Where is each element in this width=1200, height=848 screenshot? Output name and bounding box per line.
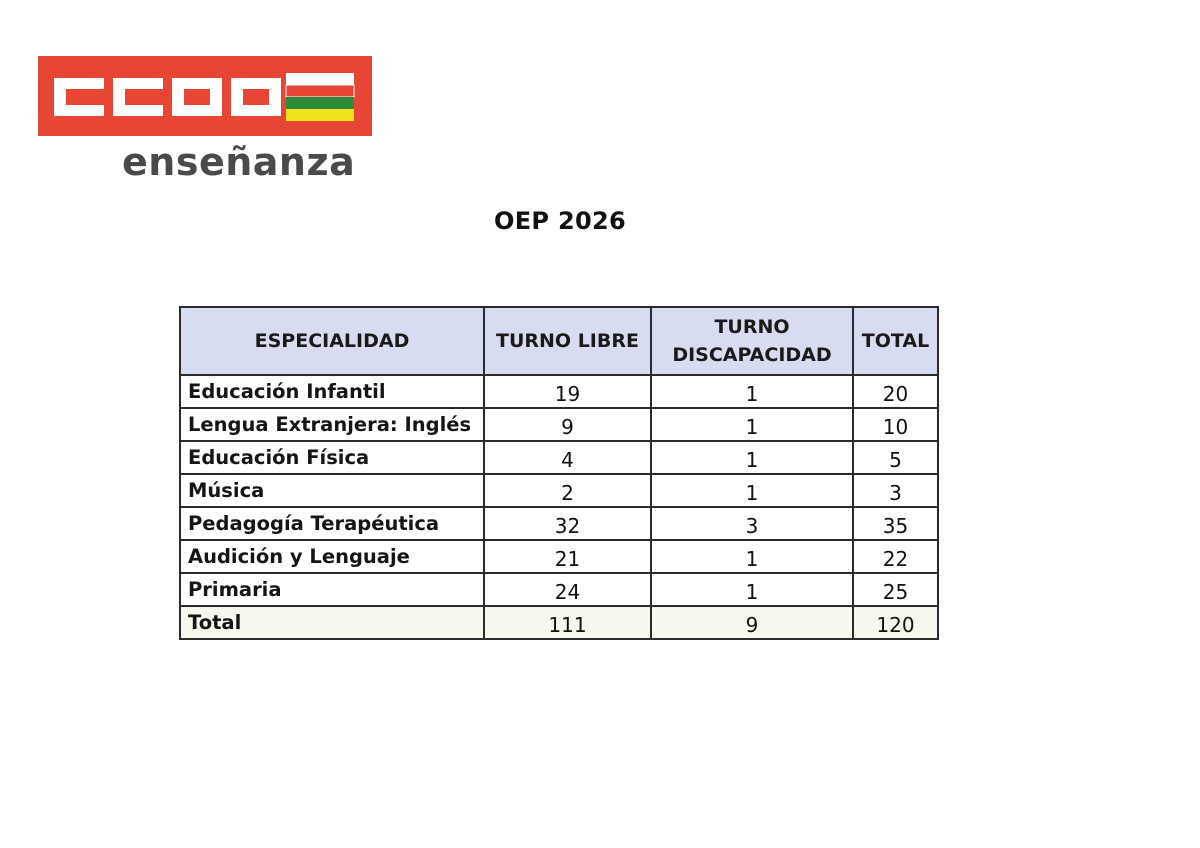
cell-total-turno-libre: 111 <box>483 605 652 640</box>
cell-turno-libre: 32 <box>483 506 652 541</box>
cell-total-label: Total <box>179 605 485 640</box>
cell-especialidad: Pedagogía Terapéutica <box>179 506 485 541</box>
cell-turno-discapacidad: 1 <box>650 572 854 607</box>
cell-turno-discapacidad: 1 <box>650 473 854 508</box>
cell-total: 35 <box>852 506 939 541</box>
cell-total: 5 <box>852 440 939 475</box>
table-row: Educación Física 4 1 5 <box>179 440 939 475</box>
page-title: OEP 2026 <box>494 207 626 235</box>
cell-total: 10 <box>852 407 939 442</box>
cell-especialidad: Educación Infantil <box>179 374 485 409</box>
cell-turno-libre: 24 <box>483 572 652 607</box>
header-especialidad: ESPECIALIDAD <box>179 306 485 376</box>
cell-total-turno-discapacidad: 9 <box>650 605 854 640</box>
cell-total: 3 <box>852 473 939 508</box>
table-header-row: ESPECIALIDAD TURNO LIBRE TURNO DISCAPACI… <box>179 306 939 376</box>
cell-turno-discapacidad: 1 <box>650 539 854 574</box>
table-row: Educación Infantil 19 1 20 <box>179 374 939 409</box>
cell-especialidad: Lengua Extranjera: Inglés <box>179 407 485 442</box>
cell-especialidad: Audición y Lenguaje <box>179 539 485 574</box>
cell-especialidad: Música <box>179 473 485 508</box>
cell-turno-discapacidad: 3 <box>650 506 854 541</box>
table-row: Audición y Lenguaje 21 1 22 <box>179 539 939 574</box>
cell-especialidad: Primaria <box>179 572 485 607</box>
oep-table: ESPECIALIDAD TURNO LIBRE TURNO DISCAPACI… <box>179 306 939 640</box>
header-total: TOTAL <box>852 306 939 376</box>
cell-turno-discapacidad: 1 <box>650 440 854 475</box>
table-total-row: Total 111 9 120 <box>179 605 939 640</box>
oep-table-container: ESPECIALIDAD TURNO LIBRE TURNO DISCAPACI… <box>179 306 939 640</box>
cell-turno-discapacidad: 1 <box>650 374 854 409</box>
header-turno-discapacidad: TURNO DISCAPACIDAD <box>650 306 854 376</box>
cell-turno-libre: 2 <box>483 473 652 508</box>
ccoo-logo <box>38 56 372 136</box>
table-row: Pedagogía Terapéutica 32 3 35 <box>179 506 939 541</box>
header-turno-discapacidad-line1: TURNO <box>714 316 790 338</box>
table-row: Primaria 24 1 25 <box>179 572 939 607</box>
header-turno-discapacidad-line2: DISCAPACIDAD <box>672 344 832 366</box>
table-row: Música 2 1 3 <box>179 473 939 508</box>
cell-turno-libre: 4 <box>483 440 652 475</box>
cell-turno-libre: 19 <box>483 374 652 409</box>
cell-grand-total: 120 <box>852 605 939 640</box>
table-row: Lengua Extranjera: Inglés 9 1 10 <box>179 407 939 442</box>
ccoo-logo-mark <box>54 73 355 121</box>
cell-total: 25 <box>852 572 939 607</box>
cell-total: 22 <box>852 539 939 574</box>
header-turno-libre: TURNO LIBRE <box>483 306 652 376</box>
cell-especialidad: Educación Física <box>179 440 485 475</box>
cell-turno-libre: 21 <box>483 539 652 574</box>
cell-total: 20 <box>852 374 939 409</box>
cell-turno-libre: 9 <box>483 407 652 442</box>
logo-subtitle: enseñanza <box>122 140 356 184</box>
cell-turno-discapacidad: 1 <box>650 407 854 442</box>
